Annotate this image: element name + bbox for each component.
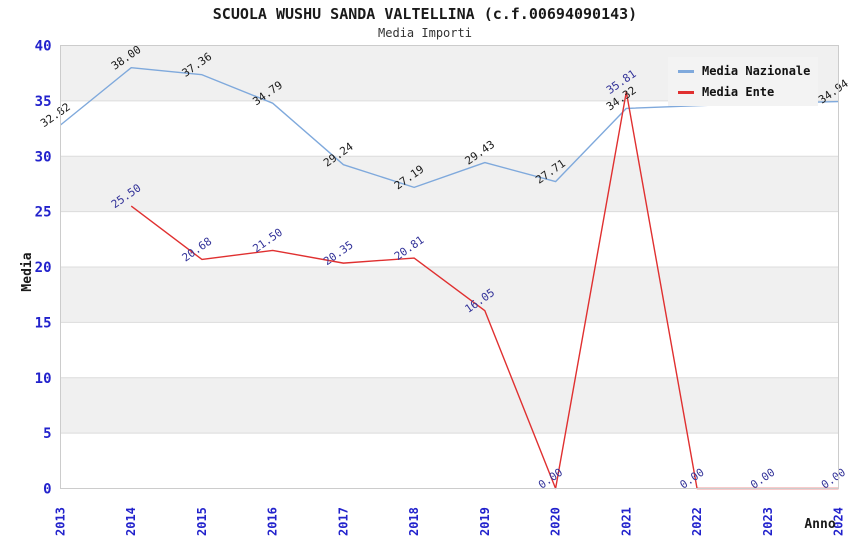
x-tick-label: 2016 — [266, 507, 280, 536]
legend-swatch-media-ente — [678, 90, 694, 94]
legend-item-media-nazionale: Media Nazionale — [678, 64, 811, 78]
y-tick-label: 0 — [43, 482, 51, 498]
chart-subtitle: Media Importi — [378, 26, 472, 40]
y-tick-label: 35 — [35, 94, 52, 110]
legend-label-media-nazionale: Media Nazionale — [702, 64, 811, 78]
plot-band — [60, 156, 839, 212]
point-label: 0.00 — [677, 466, 706, 492]
x-tick-label: 2014 — [124, 507, 138, 536]
x-axis-title: Anno — [804, 517, 835, 532]
point-label: 20.68 — [180, 235, 215, 265]
y-tick-label: 10 — [35, 371, 52, 387]
chart-title: SCUOLA WUSHU SANDA VALTELLINA (c.f.00694… — [212, 5, 638, 23]
plot-band — [60, 267, 839, 323]
y-tick-label: 25 — [35, 205, 52, 221]
x-tick-label: 2015 — [195, 507, 209, 536]
plot-band — [60, 377, 839, 434]
x-tick-label: 2022 — [690, 507, 704, 536]
y-tick-label: 40 — [35, 39, 52, 55]
legend-label-media-ente: Media Ente — [702, 85, 775, 99]
x-tick-label: 2021 — [619, 507, 633, 536]
point-label: 0.00 — [748, 466, 777, 492]
y-tick-label: 5 — [43, 426, 51, 442]
x-tick-label: 2020 — [549, 507, 563, 536]
chart-legend: Media Nazionale Media Ente — [668, 57, 818, 106]
x-tick-label: 2013 — [54, 507, 68, 536]
x-tick-label: 2018 — [407, 507, 421, 536]
x-tick-label: 2017 — [336, 507, 350, 536]
point-label: 0.00 — [819, 466, 848, 492]
y-tick-label: 30 — [35, 149, 52, 165]
plot-border — [60, 45, 839, 489]
legend-item-media-ente: Media Ente — [678, 85, 808, 99]
y-axis-title: Media — [20, 252, 35, 291]
point-label: 20.35 — [321, 238, 356, 268]
y-tick-label: 15 — [35, 315, 52, 331]
x-tick-label: 2019 — [478, 507, 492, 536]
x-tick-label: 2023 — [761, 507, 775, 536]
y-tick-label: 20 — [35, 260, 52, 276]
point-label: 0.00 — [536, 466, 565, 492]
legend-swatch-media-nazionale — [678, 69, 694, 73]
x-tick-label: 2024 — [832, 507, 846, 536]
